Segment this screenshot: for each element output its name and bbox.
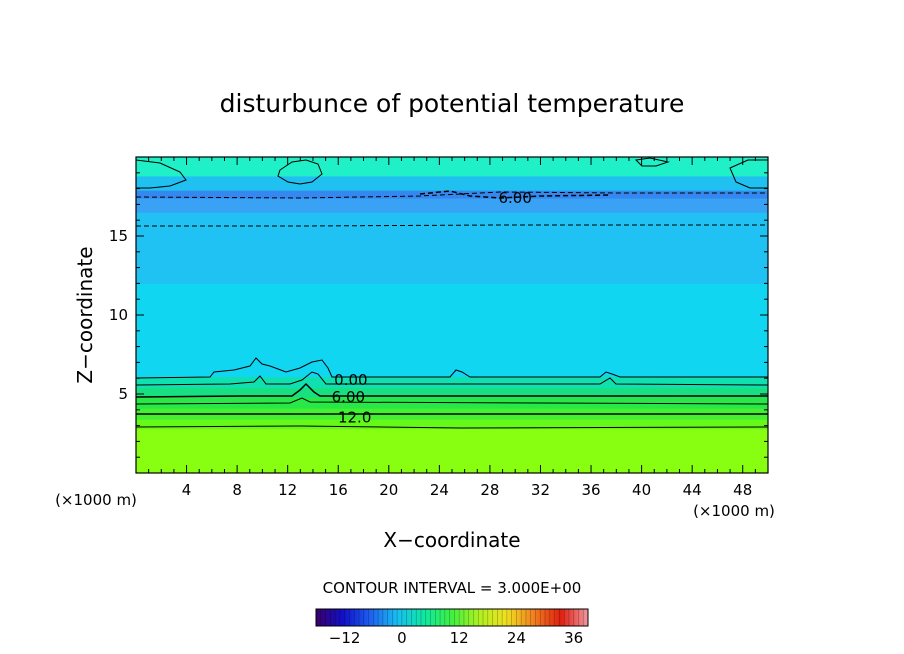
x-tick-label-40: 40 <box>632 481 651 499</box>
contour-interval-text: CONTOUR INTERVAL = 3.000E+00 <box>323 579 582 597</box>
x-tick-label-4: 4 <box>182 481 192 499</box>
band-7 <box>136 212 768 284</box>
y-tick-label-5: 5 <box>118 385 128 403</box>
y-tick-label-10: 10 <box>109 306 128 324</box>
x-tick-label-8: 8 <box>232 481 242 499</box>
contour-label-3: 6.00 <box>498 189 531 207</box>
colorbar-tick-label-0: −12 <box>329 629 361 647</box>
y-axis-label: Z−coordinate <box>73 246 97 383</box>
band-10 <box>136 175 768 191</box>
x-tick-label-28: 28 <box>480 481 499 499</box>
x-tick-label-48: 48 <box>733 481 752 499</box>
band-5 <box>136 376 768 389</box>
band-1 <box>136 419 768 430</box>
colorbar-tick-label-4: 36 <box>564 629 583 647</box>
colorbar-tick-label-1: 0 <box>397 629 407 647</box>
band-6 <box>136 283 768 378</box>
x-tick-label-44: 44 <box>683 481 702 499</box>
contour-line-6 <box>136 382 768 398</box>
upper-blob-right <box>729 159 768 189</box>
negative-contour-lower <box>136 224 768 227</box>
x-tick-label-36: 36 <box>581 481 600 499</box>
band-0 <box>136 428 768 473</box>
band-4 <box>136 387 768 398</box>
negative-contour-minus6 <box>419 190 611 199</box>
contour-label-2: 12.0 <box>338 409 371 427</box>
x-unit-left: (×1000 m) <box>55 491 137 509</box>
contour-line-15 <box>136 425 768 429</box>
colorbar-ticks: −12 0 12 24 36 <box>329 629 583 647</box>
colorbar-cell-lines <box>320 609 584 626</box>
contour-line-zero-perturbed <box>136 357 768 379</box>
colorbar-tick-label-2: 12 <box>450 629 469 647</box>
colorbar-tick-label-3: 24 <box>507 629 526 647</box>
x-tick-label-32: 32 <box>531 481 550 499</box>
wavy-contour-features <box>136 157 768 429</box>
x-tick-label-20: 20 <box>379 481 398 499</box>
colorbar-frame <box>315 608 589 627</box>
x-tick-label-16: 16 <box>329 481 348 499</box>
contour-label-1: 6.00 <box>332 388 365 406</box>
x-unit-right: (×1000 m) <box>693 502 775 520</box>
contour-line-3-perturbed <box>136 371 768 386</box>
upper-blob-mid <box>277 159 323 185</box>
chart-title: disturbunce of potential temperature <box>220 89 685 118</box>
colorbar-gradient <box>316 609 588 626</box>
contour-line-9 <box>136 397 768 405</box>
x-tick-label-24: 24 <box>430 481 449 499</box>
colorbar: −12 0 12 24 36 <box>315 608 589 647</box>
x-axis-label: X−coordinate <box>383 528 520 552</box>
y-tick-label-15: 15 <box>109 227 128 245</box>
band-8 <box>136 198 768 213</box>
contour-label-0: 0.00 <box>334 371 367 389</box>
x-tick-label-12: 12 <box>278 481 297 499</box>
upper-blob-small <box>634 157 670 167</box>
upper-blob-left <box>136 159 187 189</box>
